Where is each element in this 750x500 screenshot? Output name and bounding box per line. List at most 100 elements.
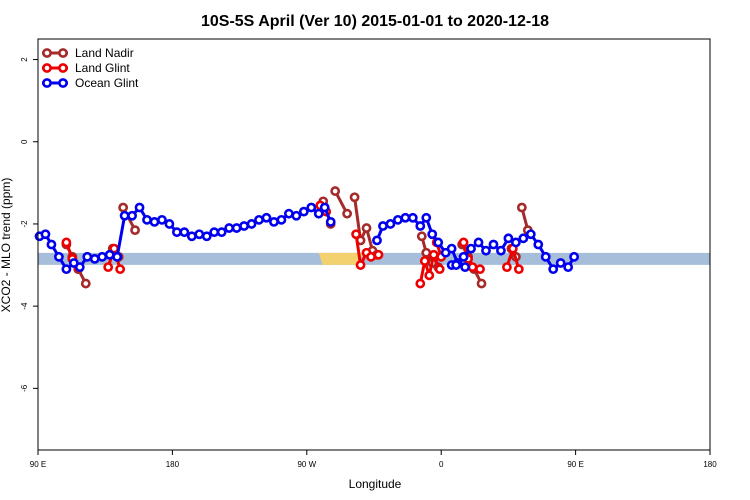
ocean-glint-point	[313, 208, 324, 219]
land-nadir-point	[516, 202, 527, 213]
land-nadir-point	[421, 247, 432, 258]
ocean-glint-point	[46, 239, 57, 250]
plot-frame	[37, 38, 711, 451]
ocean-glint-point	[319, 202, 330, 213]
ocean-glint-point	[569, 251, 580, 262]
y-tick-label: 0	[20, 139, 29, 144]
ocean-glint-point	[400, 212, 411, 223]
ocean-glint-point	[466, 243, 476, 254]
ocean-glint-point	[82, 251, 93, 262]
land-glint-point	[434, 264, 445, 275]
land-glint-point	[458, 237, 469, 248]
ocean-glint-point	[525, 229, 536, 240]
ocean-glint-point	[261, 212, 272, 223]
ocean-glint-point	[74, 262, 85, 273]
plot-series	[34, 186, 580, 289]
x-tick-label: 90 E	[567, 460, 583, 469]
land-glint-point	[419, 256, 430, 266]
ocean-glint-point	[446, 243, 457, 254]
ocean-glint-point	[104, 249, 115, 260]
y-tick-label: -2	[20, 220, 29, 228]
land-glint-point	[502, 262, 512, 273]
ocean-glint-point	[458, 251, 469, 262]
ocean-glint-point	[254, 214, 264, 225]
land-glint-point	[415, 278, 426, 289]
ocean-glint-point	[283, 208, 294, 219]
ocean-glint-point	[194, 229, 205, 240]
ocean-glint-point	[510, 237, 521, 248]
legend-land-nadir-marker	[58, 48, 68, 58]
land-nadir-point	[330, 186, 341, 196]
x-tick-label: 180	[166, 460, 180, 469]
land-glint-point	[61, 237, 72, 248]
land-glint-point	[467, 262, 478, 273]
x-tick-label: 180	[703, 460, 717, 469]
ocean-glint-point	[451, 260, 462, 270]
ocean-glint-point	[201, 231, 212, 242]
x-tick-label: 90 W	[297, 460, 316, 469]
ocean-glint-point	[157, 214, 167, 225]
y-tick-label: -4	[20, 302, 29, 310]
land-nadir-point	[80, 278, 91, 289]
land-glint-point	[428, 249, 439, 260]
land-glint-point	[351, 229, 361, 240]
land-glint-point	[366, 251, 376, 262]
ocean-glint-point	[269, 216, 279, 227]
legend-land-glint-marker	[58, 63, 68, 73]
ocean-glint-point	[378, 221, 388, 231]
ocean-glint-point	[540, 251, 551, 262]
legend-land-glint-label: Land Glint	[75, 61, 130, 75]
ocean-glint-point	[548, 264, 559, 275]
ocean-glint-point	[246, 219, 257, 229]
land-nadir-point	[416, 231, 427, 242]
ocean-glint-point	[97, 251, 108, 262]
ocean-glint-point	[555, 258, 566, 268]
ocean-glint-point	[421, 212, 432, 223]
legend-land-nadir-label: Land Nadir	[75, 46, 134, 60]
ocean-glint-point	[427, 229, 438, 240]
ocean-glint-point	[179, 227, 190, 238]
y-axis-label: XCO2 - MLO trend (ppm)	[0, 178, 13, 313]
ocean-glint-point	[503, 233, 514, 244]
ocean-glint-point	[473, 237, 484, 248]
land-glint-point	[513, 264, 524, 275]
land-glint-point	[373, 249, 384, 260]
ocean-glint-point	[496, 245, 506, 256]
x-axis-label: Longitude	[349, 477, 402, 491]
legend-land-nadir-marker	[42, 48, 52, 58]
ocean-glint-point	[481, 245, 491, 256]
ocean-glint-point	[325, 216, 336, 227]
ocean-glint-point	[209, 227, 220, 238]
ocean-glint-point	[518, 233, 529, 244]
land-glint-point	[475, 264, 485, 275]
land-nadir-point	[342, 208, 353, 219]
land-glint-point	[355, 260, 366, 270]
ocean-glint-point	[54, 251, 64, 262]
legend-ocean-glint-label: Ocean Glint	[75, 76, 139, 90]
ocean-glint-point	[239, 221, 249, 231]
legend-ocean-glint-marker	[58, 78, 68, 88]
legend-land-glint-marker	[42, 63, 52, 73]
land-nadir-point	[476, 278, 487, 289]
ocean-glint-point	[298, 206, 309, 217]
ocean-glint-point	[224, 223, 235, 233]
ocean-glint-point	[488, 239, 499, 250]
ocean-glint-point	[407, 212, 418, 223]
ocean-glint-point	[372, 235, 382, 246]
ocean-glint-point	[392, 214, 403, 225]
ocean-glint-point	[119, 210, 130, 221]
ocean-glint-point	[61, 264, 72, 275]
ocean-glint-point	[40, 229, 51, 240]
land-nadir-point	[118, 202, 129, 213]
ocean-glint-point	[171, 227, 182, 238]
legend-ocean-glint-marker	[42, 78, 52, 88]
ocean-glint-point	[533, 239, 544, 250]
y-axis: 2 0 -2 -4 -6	[20, 57, 38, 392]
x-tick-label: 0	[439, 460, 444, 469]
ocean-glint-point	[385, 219, 396, 229]
chart-title: 10S-5S April (Ver 10) 2015-01-01 to 2020…	[201, 13, 549, 30]
ocean-glint-point	[164, 219, 175, 229]
ocean-glint-point	[149, 216, 160, 227]
